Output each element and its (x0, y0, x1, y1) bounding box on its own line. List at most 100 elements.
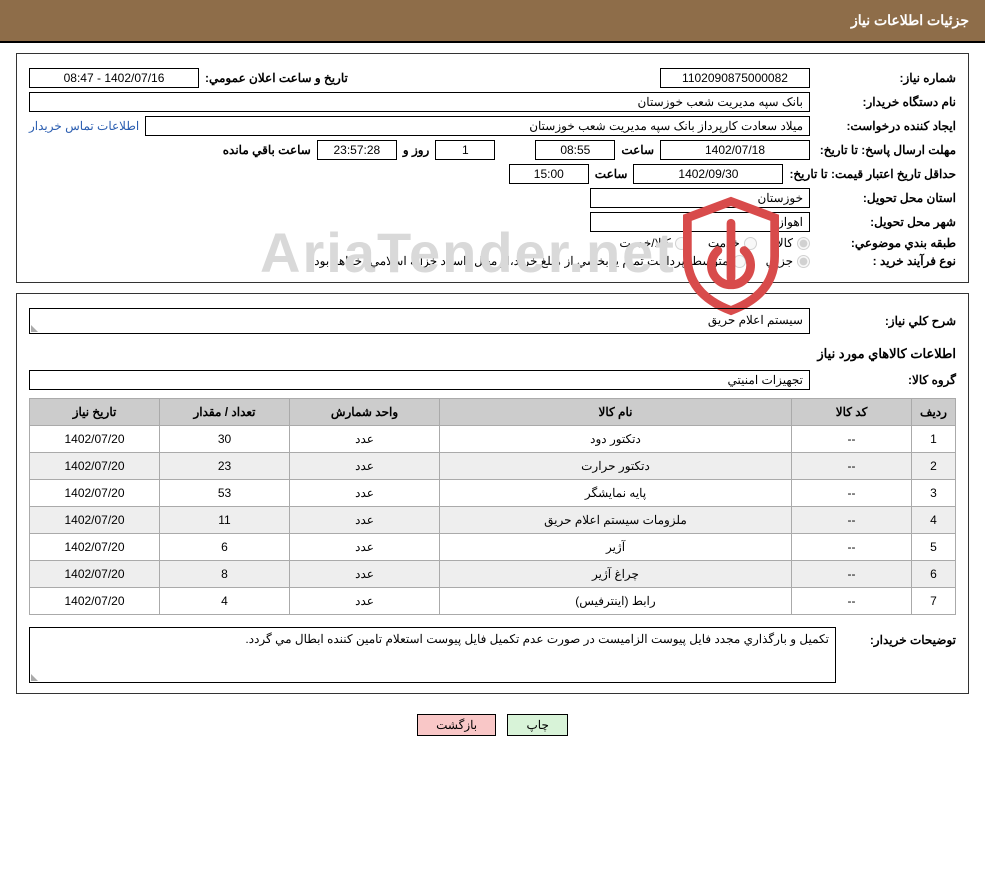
cell-date: 1402/07/20 (30, 534, 160, 561)
hour-label-2: ساعت (595, 167, 628, 181)
table-row: 4--ملزومات سيستم اعلام حريقعدد111402/07/… (30, 507, 956, 534)
cell-code: -- (792, 426, 912, 453)
cell-unit: عدد (290, 561, 440, 588)
cell-code: -- (792, 561, 912, 588)
cell-unit: عدد (290, 480, 440, 507)
table-row: 5--آژيرعدد61402/07/20 (30, 534, 956, 561)
goods-section: شرح کلي نياز: سيستم اعلام حريق اطلاعات ك… (16, 293, 969, 694)
table-row: 6--چراغ آژيرعدد81402/07/20 (30, 561, 956, 588)
cell-name: رابط (اينترفيس) (440, 588, 792, 615)
radio-service-label: خدمت (708, 236, 740, 250)
cell-qty: 30 (160, 426, 290, 453)
th-radif: رديف (912, 399, 956, 426)
announce-date-field: 1402/07/16 - 08:47 (29, 68, 199, 88)
radio-goods-service-label: کالا/خدمت (619, 236, 670, 250)
goods-group-label: گروه كالا: (816, 373, 956, 387)
radio-partial[interactable]: جزيي (766, 254, 810, 268)
days-value-field: 1 (435, 140, 495, 160)
cell-qty: 11 (160, 507, 290, 534)
cell-radif: 1 (912, 426, 956, 453)
radio-medium-label: متوسط (691, 254, 729, 268)
cell-qty: 8 (160, 561, 290, 588)
province-label: استان محل تحويل: (816, 191, 956, 205)
cell-unit: عدد (290, 426, 440, 453)
page-title: جزئيات اطلاعات نياز (2, 2, 983, 39)
radio-goods-label: کالا (777, 236, 793, 250)
th-date: تاريخ نياز (30, 399, 160, 426)
price-valid-label: حداقل تاريخ اعتبار قيمت: تا تاريخ: (789, 167, 956, 181)
requester-label: ايجاد کننده درخواست: (816, 119, 956, 133)
back-button[interactable]: بازگشت (417, 714, 496, 736)
buyer-contact-link[interactable]: اطلاعات تماس خريدار (29, 119, 139, 133)
table-row: 1--دتکتور دودعدد301402/07/20 (30, 426, 956, 453)
goods-info-title: اطلاعات كالاهاي مورد نياز (29, 346, 956, 362)
cell-unit: عدد (290, 453, 440, 480)
classification-label: طبقه بندي موضوعي: (816, 236, 956, 250)
button-row: چاپ بازگشت (0, 704, 985, 746)
cell-unit: عدد (290, 534, 440, 561)
cell-date: 1402/07/20 (30, 453, 160, 480)
cell-code: -- (792, 480, 912, 507)
cell-unit: عدد (290, 507, 440, 534)
process-type-radios: جزيي متوسط (691, 254, 810, 268)
general-desc-field: سيستم اعلام حريق (29, 308, 810, 334)
cell-code: -- (792, 453, 912, 480)
cell-radif: 2 (912, 453, 956, 480)
cell-name: ملزومات سيستم اعلام حريق (440, 507, 792, 534)
city-field: اهواز (590, 212, 810, 232)
general-desc-label: شرح کلي نياز: (816, 314, 956, 328)
cell-date: 1402/07/20 (30, 561, 160, 588)
cell-radif: 5 (912, 534, 956, 561)
goods-group-field: تجهيزات امنيتي (29, 370, 810, 390)
buyer-notes-field: تکميل و بارگذاري مجدد فايل پيوست الزاميس… (29, 627, 836, 683)
days-and-label: روز و (403, 143, 430, 157)
th-name: نام کالا (440, 399, 792, 426)
price-valid-time-field: 15:00 (509, 164, 589, 184)
cell-unit: عدد (290, 588, 440, 615)
cell-radif: 4 (912, 507, 956, 534)
need-details-section: شماره نياز: 1102090875000082 تاريخ و ساع… (16, 53, 969, 283)
cell-name: پايه نمايشگر (440, 480, 792, 507)
cell-qty: 6 (160, 534, 290, 561)
radio-service[interactable]: خدمت (708, 236, 757, 250)
remaining-time-field: 23:57:28 (317, 140, 397, 160)
cell-code: -- (792, 588, 912, 615)
city-label: شهر محل تحويل: (816, 215, 956, 229)
radio-medium[interactable]: متوسط (691, 254, 746, 268)
cell-name: دتکتور حرارت (440, 453, 792, 480)
cell-radif: 3 (912, 480, 956, 507)
table-row: 2--دتکتور حرارتعدد231402/07/20 (30, 453, 956, 480)
price-valid-date-field: 1402/09/30 (633, 164, 783, 184)
classification-radios: کالا خدمت کالا/خدمت (619, 236, 810, 250)
radio-goods[interactable]: کالا (777, 236, 810, 250)
cell-date: 1402/07/20 (30, 588, 160, 615)
requester-field: ميلاد سعادت کارپرداز بانک سپه مديريت شعب… (145, 116, 810, 136)
cell-name: دتکتور دود (440, 426, 792, 453)
cell-code: -- (792, 534, 912, 561)
radio-partial-label: جزيي (766, 254, 793, 268)
table-row: 7--رابط (اينترفيس)عدد41402/07/20 (30, 588, 956, 615)
hour-label-1: ساعت (621, 143, 654, 157)
print-button[interactable]: چاپ (507, 714, 567, 736)
cell-radif: 6 (912, 561, 956, 588)
buyer-notes-text: تکميل و بارگذاري مجدد فايل پيوست الزاميس… (245, 632, 829, 646)
th-unit: واحد شمارش (290, 399, 440, 426)
cell-qty: 53 (160, 480, 290, 507)
province-field: خوزستان (590, 188, 810, 208)
deadline-label: مهلت ارسال پاسخ: تا تاريخ: (816, 143, 956, 157)
cell-radif: 7 (912, 588, 956, 615)
cell-name: چراغ آژير (440, 561, 792, 588)
buyer-org-field: بانک سپه مديريت شعب خوزستان (29, 92, 810, 112)
announce-date-label: تاريخ و ساعت اعلان عمومي: (205, 71, 348, 85)
radio-goods-service[interactable]: کالا/خدمت (619, 236, 687, 250)
th-code: کد کالا (792, 399, 912, 426)
goods-table: رديف کد کالا نام کالا واحد شمارش تعداد /… (29, 398, 956, 615)
need-number-label: شماره نياز: (816, 71, 956, 85)
th-qty: تعداد / مقدار (160, 399, 290, 426)
table-row: 3--پايه نمايشگرعدد531402/07/20 (30, 480, 956, 507)
cell-date: 1402/07/20 (30, 507, 160, 534)
header-bar: جزئيات اطلاعات نياز (0, 0, 985, 43)
cell-name: آژير (440, 534, 792, 561)
process-note: پرداخت تمام يا بخشي از مبلغ خريد،از محل … (311, 254, 685, 268)
cell-date: 1402/07/20 (30, 426, 160, 453)
